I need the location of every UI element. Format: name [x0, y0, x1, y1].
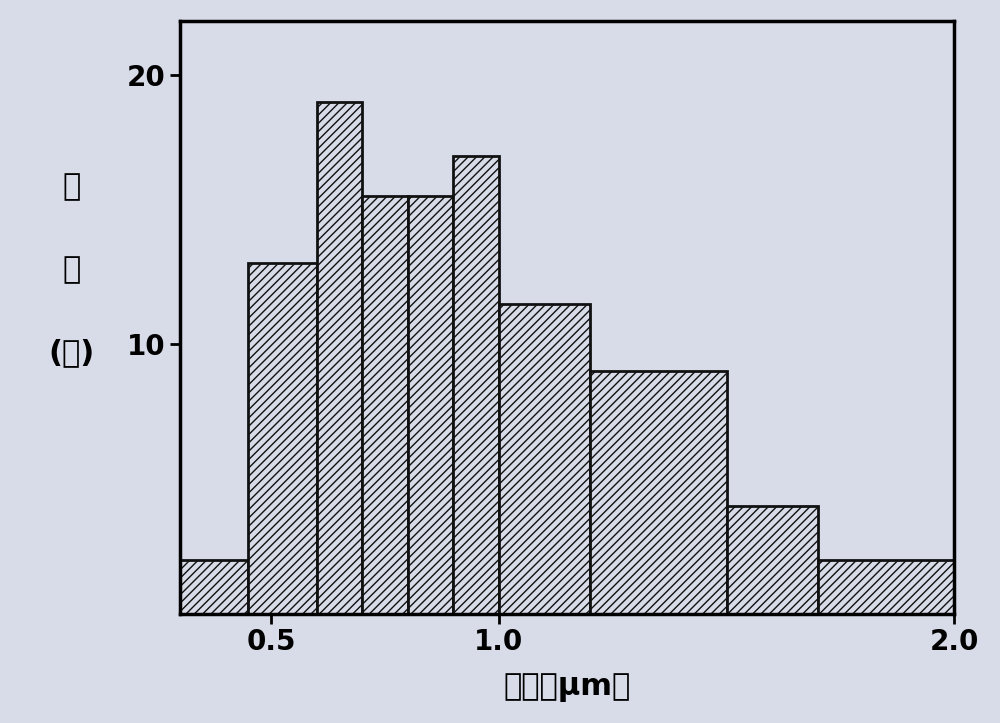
- Bar: [248, 263, 317, 614]
- Bar: [727, 506, 818, 614]
- Bar: [180, 560, 248, 614]
- Bar: [499, 304, 590, 614]
- Bar: [408, 196, 453, 614]
- Bar: [453, 155, 499, 614]
- Text: (％): (％): [48, 338, 95, 367]
- Bar: [590, 372, 727, 614]
- Bar: [362, 196, 408, 614]
- X-axis label: 粒径（μm）: 粒径（μm）: [504, 673, 631, 702]
- Bar: [317, 102, 362, 614]
- Text: 比: 比: [62, 255, 81, 284]
- Text: 占: 占: [62, 172, 81, 202]
- Bar: [818, 560, 954, 614]
